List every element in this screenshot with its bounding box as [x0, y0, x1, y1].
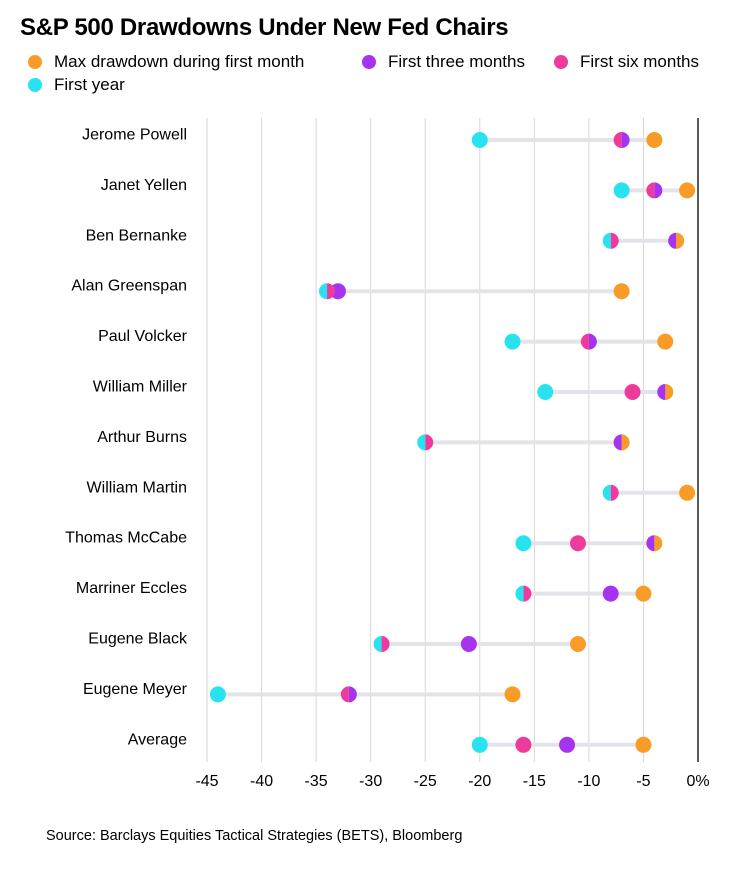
- x-tick-label: -10: [577, 773, 600, 790]
- data-point: [602, 484, 611, 501]
- source-note: Source: Barclays Equities Tactical Strat…: [46, 828, 463, 844]
- data-point: [327, 283, 336, 300]
- category-label: Arthur Burns: [97, 429, 187, 446]
- category-label: Eugene Meyer: [83, 681, 188, 698]
- legend-label-first-year: First year: [54, 75, 125, 94]
- data-point: [504, 333, 521, 350]
- x-tick-label: 0%: [686, 773, 709, 790]
- x-tick-label: -40: [250, 773, 273, 790]
- data-point: [537, 384, 554, 400]
- data-point: [610, 232, 619, 249]
- data-point: [340, 686, 349, 703]
- legend-swatch-six-months: [554, 55, 568, 69]
- legend-swatch-first-year: [28, 78, 42, 92]
- legend-swatch-first-month: [28, 55, 42, 69]
- category-label: Thomas McCabe: [65, 530, 187, 547]
- data-point: [471, 736, 488, 753]
- data-point: [668, 232, 677, 249]
- data-point: [504, 686, 521, 703]
- x-tick-label: -15: [523, 773, 546, 790]
- category-label: Marriner Eccles: [76, 580, 187, 597]
- data-point: [654, 535, 663, 552]
- category-label: Jerome Powell: [82, 127, 187, 144]
- data-point: [588, 333, 597, 350]
- x-tick-label: -35: [305, 773, 328, 790]
- legend-item-first-month: Max drawdown during first month: [28, 52, 304, 72]
- data-point: [381, 636, 390, 652]
- x-tick-label: -30: [359, 773, 382, 790]
- data-point: [319, 283, 328, 300]
- data-point: [515, 585, 524, 602]
- x-tick-label: -45: [195, 773, 218, 790]
- data-point: [635, 736, 652, 753]
- data-point: [209, 686, 226, 703]
- data-point: [657, 333, 674, 350]
- data-point: [471, 132, 488, 148]
- data-point: [654, 182, 663, 199]
- data-point: [621, 132, 630, 148]
- legend-item-six-months: First six months: [554, 52, 699, 72]
- data-point: [515, 535, 532, 552]
- legend-item-three-months: First three months: [362, 52, 525, 72]
- data-point: [665, 384, 674, 400]
- data-point: [569, 535, 586, 552]
- data-point: [676, 232, 685, 249]
- data-point: [348, 686, 357, 703]
- data-point: [373, 636, 382, 652]
- dot-range-chart: -45 -40 -35 -30 -25 -20 -15 -10 -5 0% Jerome Powel…: [65, 118, 710, 790]
- legend-label-three-months: First three months: [388, 52, 525, 71]
- data-point: [679, 484, 696, 501]
- data-point: [580, 333, 589, 350]
- data-point: [613, 283, 630, 300]
- data-point: [621, 434, 630, 451]
- category-label: Alan Greenspan: [71, 278, 187, 295]
- x-tick-label: -25: [414, 773, 437, 790]
- data-point: [602, 585, 619, 602]
- data-point: [610, 484, 619, 501]
- data-point: [613, 182, 630, 199]
- category-label: Paul Volcker: [98, 328, 188, 345]
- data-point: [417, 434, 426, 451]
- category-label: Eugene Black: [88, 631, 188, 648]
- data-point: [523, 585, 532, 602]
- category-label: Janet Yellen: [101, 177, 187, 194]
- data-point: [635, 585, 652, 602]
- chart-title: S&P 500 Drawdowns Under New Fed Chairs: [20, 14, 509, 41]
- data-point: [624, 384, 641, 400]
- data-point: [559, 736, 576, 753]
- data-point: [602, 232, 611, 249]
- data-point: [657, 384, 666, 400]
- legend-swatch-three-months: [362, 55, 376, 69]
- data-point: [425, 434, 434, 451]
- data-point: [515, 736, 532, 753]
- category-label: William Miller: [93, 379, 188, 396]
- legend-label-six-months: First six months: [580, 52, 700, 71]
- data-point: [613, 434, 622, 451]
- category-label: Ben Bernanke: [86, 227, 188, 244]
- data-point: [613, 132, 622, 148]
- data-point: [646, 182, 655, 199]
- data-point: [569, 636, 586, 652]
- data-point: [646, 132, 663, 148]
- data-point: [646, 535, 655, 552]
- x-tick-label: -20: [468, 773, 491, 790]
- data-point: [460, 636, 477, 652]
- legend-item-first-year: First year: [28, 75, 125, 95]
- x-tick-label: -5: [636, 773, 650, 790]
- category-label: William Martin: [87, 479, 187, 496]
- category-label: Average: [128, 731, 187, 748]
- legend-label-first-month: Max drawdown during first month: [54, 52, 305, 71]
- data-point: [679, 182, 696, 199]
